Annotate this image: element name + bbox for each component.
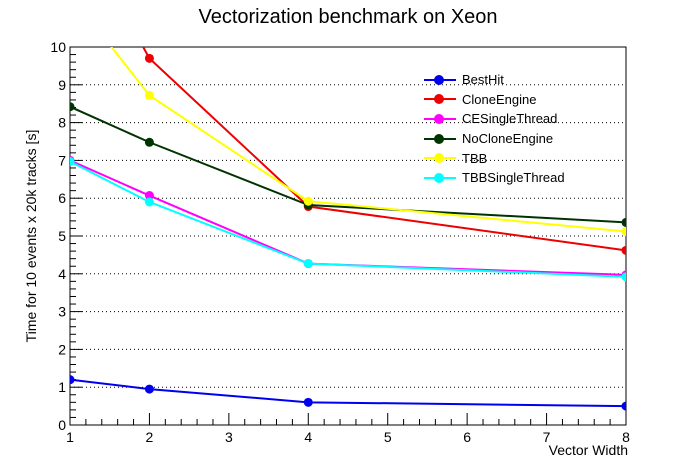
- legend-swatch-nocloneengine: [422, 131, 458, 147]
- legend-item-cesinglethread: CESingleThread: [422, 109, 602, 129]
- legend: BestHit CloneEngine CESingleThread NoCloneE…: [422, 70, 602, 188]
- x-tick-label: 5: [384, 429, 392, 445]
- legend-swatch-tbbsinglethread: [422, 170, 458, 186]
- legend-swatch-cloneengine: [422, 91, 458, 107]
- x-axis-label: Vector Width: [548, 442, 628, 458]
- y-tick-label: 3: [58, 304, 66, 320]
- legend-label-nocloneengine: NoCloneEngine: [462, 131, 554, 147]
- data-point-cloneengine: [144, 53, 154, 63]
- series-line-cloneengine: [142, 47, 626, 252]
- legend-swatch-cesinglethread: [422, 111, 458, 127]
- y-tick-label: 5: [58, 228, 66, 244]
- legend-item-tbb: TBB: [422, 148, 602, 168]
- series-line-besthit: [70, 378, 626, 408]
- data-point-tbb: [144, 90, 154, 100]
- y-tick-label: 1: [58, 379, 66, 395]
- y-tick-label: 8: [58, 115, 66, 131]
- y-tick-label: 4: [58, 266, 66, 282]
- x-tick-label: 1: [66, 429, 74, 445]
- x-tick-label: 2: [146, 429, 154, 445]
- data-point-tbb: [621, 226, 626, 236]
- legend-label-cloneengine: CloneEngine: [462, 91, 537, 107]
- data-point-besthit: [303, 397, 313, 407]
- x-tick-label: 3: [225, 429, 233, 445]
- y-tick-label: 2: [58, 341, 66, 357]
- x-tick-label: 6: [463, 429, 471, 445]
- legend-label-besthit: BestHit: [462, 72, 504, 88]
- data-point-cloneengine: [621, 245, 626, 255]
- data-point-cesinglethread: [144, 191, 154, 201]
- series-line-tbb: [110, 47, 626, 233]
- legend-swatch-tbb: [422, 150, 458, 166]
- legend-label-tbbsinglethread: TBBSingleThread: [462, 170, 565, 186]
- series-line-nocloneengine: [70, 105, 626, 224]
- x-tick-label: 4: [304, 429, 312, 445]
- y-tick-label: 0: [58, 417, 66, 433]
- data-point-besthit: [70, 375, 75, 385]
- data-point-tbbsinglethread: [70, 157, 75, 167]
- y-tick-label: 7: [58, 152, 66, 168]
- legend-item-tbbsinglethread: TBBSingleThread: [422, 168, 602, 188]
- y-tick-label: 6: [58, 190, 66, 206]
- data-point-tbbsinglethread: [303, 259, 313, 269]
- legend-item-nocloneengine: NoCloneEngine: [422, 129, 602, 149]
- data-point-tbbsinglethread: [144, 197, 154, 207]
- y-tick-label: 10: [50, 39, 66, 55]
- data-point-tbb: [303, 196, 313, 206]
- data-point-besthit: [621, 401, 626, 411]
- data-point-besthit: [144, 384, 154, 394]
- data-point-nocloneengine: [144, 137, 154, 147]
- chart-title: Vectorization benchmark on Xeon: [198, 6, 498, 28]
- data-point-nocloneengine: [70, 102, 75, 112]
- x-tick-label: 8: [622, 429, 630, 445]
- legend-item-cloneengine: CloneEngine: [422, 90, 602, 110]
- y-tick-label: 9: [58, 77, 66, 93]
- legend-label-tbb: TBB: [462, 150, 488, 166]
- data-point-nocloneengine: [621, 217, 626, 227]
- legend-item-besthit: BestHit: [422, 70, 602, 90]
- legend-swatch-besthit: [422, 72, 458, 88]
- x-tick-label: 7: [543, 429, 551, 445]
- data-point-tbbsinglethread: [621, 272, 626, 282]
- series-group: [70, 47, 626, 411]
- series-line-tbbsinglethread: [70, 160, 626, 278]
- legend-label-cesinglethread: CESingleThread: [462, 111, 558, 127]
